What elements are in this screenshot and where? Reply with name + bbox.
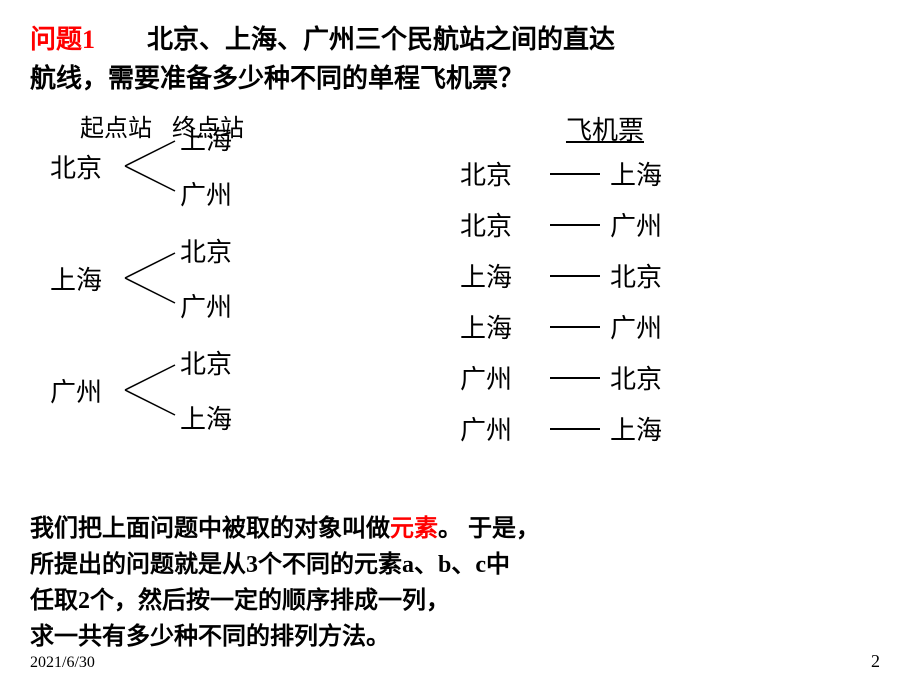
tree-children-2: 北京 广州 [180,232,232,324]
ticket-section: 飞机票 北京上海 北京广州 上海北京 上海广州 广州北京 广州上海 [460,110,690,461]
question-text-1: 北京、上海、广州三个民航站之间的直达 [95,25,615,54]
tree-child: 广州 [180,175,232,212]
ticket-from: 广州 [460,410,540,447]
ticket-row: 广州 北京 [460,359,690,396]
footer-line2: 所提出的问题就是从3个不同的元素a、b、c中 [30,552,510,578]
element-word: 元素 [390,516,438,542]
ticket-row: 上海 广州 [460,308,690,345]
tree-child: 上海 [180,120,232,157]
bracket-icon [120,243,180,313]
dash-icon [550,224,600,226]
ticket-to: 上海 [610,155,690,192]
ticket-from: 上海 [460,308,540,345]
tree-group-3: 广州 北京 上海 [50,344,232,436]
tree-children-1: 上海 广州 [180,120,232,212]
tree-group-2: 上海 北京 广州 [50,232,232,324]
ticket-header: 飞机票 [520,110,690,147]
ticket-to: 北京 [610,359,690,396]
ticket-to: 北京 [610,257,690,294]
tree-root-1: 北京 [50,148,120,185]
dash-icon [550,428,600,430]
date-stamp: 2021/6/30 [30,654,95,672]
tree-child: 北京 [180,232,232,269]
dash-icon [550,377,600,379]
tree-child: 广州 [180,287,232,324]
ticket-row: 北京 上海 [460,155,690,192]
footer-line1a: 我们把上面问题中被取的对象叫做 [30,516,390,542]
tree-child: 北京 [180,344,232,381]
tree-root-2: 上海 [50,260,120,297]
dash-icon [550,173,600,175]
ticket-from: 广州 [460,359,540,396]
bracket-icon [120,131,180,201]
ticket-row: 北京 广州 [460,206,690,243]
tree-child: 上海 [180,399,232,436]
footer-line4: 求一共有多少种不同的排列方法。 [30,624,390,650]
ticket-row: 广州 上海 [460,410,690,447]
ticket-from: 上海 [460,257,540,294]
ticket-to: 广州 [610,308,690,345]
question-label: 问题1 [30,25,95,54]
footer-line3: 任取2个，然后按一定的顺序排成一列， [30,588,450,614]
ticket-row: 上海 北京 [460,257,690,294]
question-header: 问题1 北京、上海、广州三个民航站之间的直达 航线，需要准备多少种不同的单程飞机… [30,20,890,98]
tree-section: 北京 上海 广州 上海 北京 广州 广州 北京 上海 [50,120,232,456]
ticket-to: 上海 [610,410,690,447]
footer-line1b: 。 于是， [438,516,540,542]
footer-text: 我们把上面问题中被取的对象叫做元素。 于是， 所提出的问题就是从3个不同的元素a… [30,511,890,655]
ticket-from: 北京 [460,155,540,192]
bracket-icon [120,355,180,425]
tree-group-1: 北京 上海 广州 [50,120,232,212]
question-text-2: 航线，需要准备多少种不同的单程飞机票？ [30,64,524,93]
tree-root-3: 广州 [50,372,120,409]
page-number: 2 [871,651,880,672]
tree-children-3: 北京 上海 [180,344,232,436]
dash-icon [550,326,600,328]
ticket-from: 北京 [460,206,540,243]
ticket-to: 广州 [610,206,690,243]
dash-icon [550,275,600,277]
